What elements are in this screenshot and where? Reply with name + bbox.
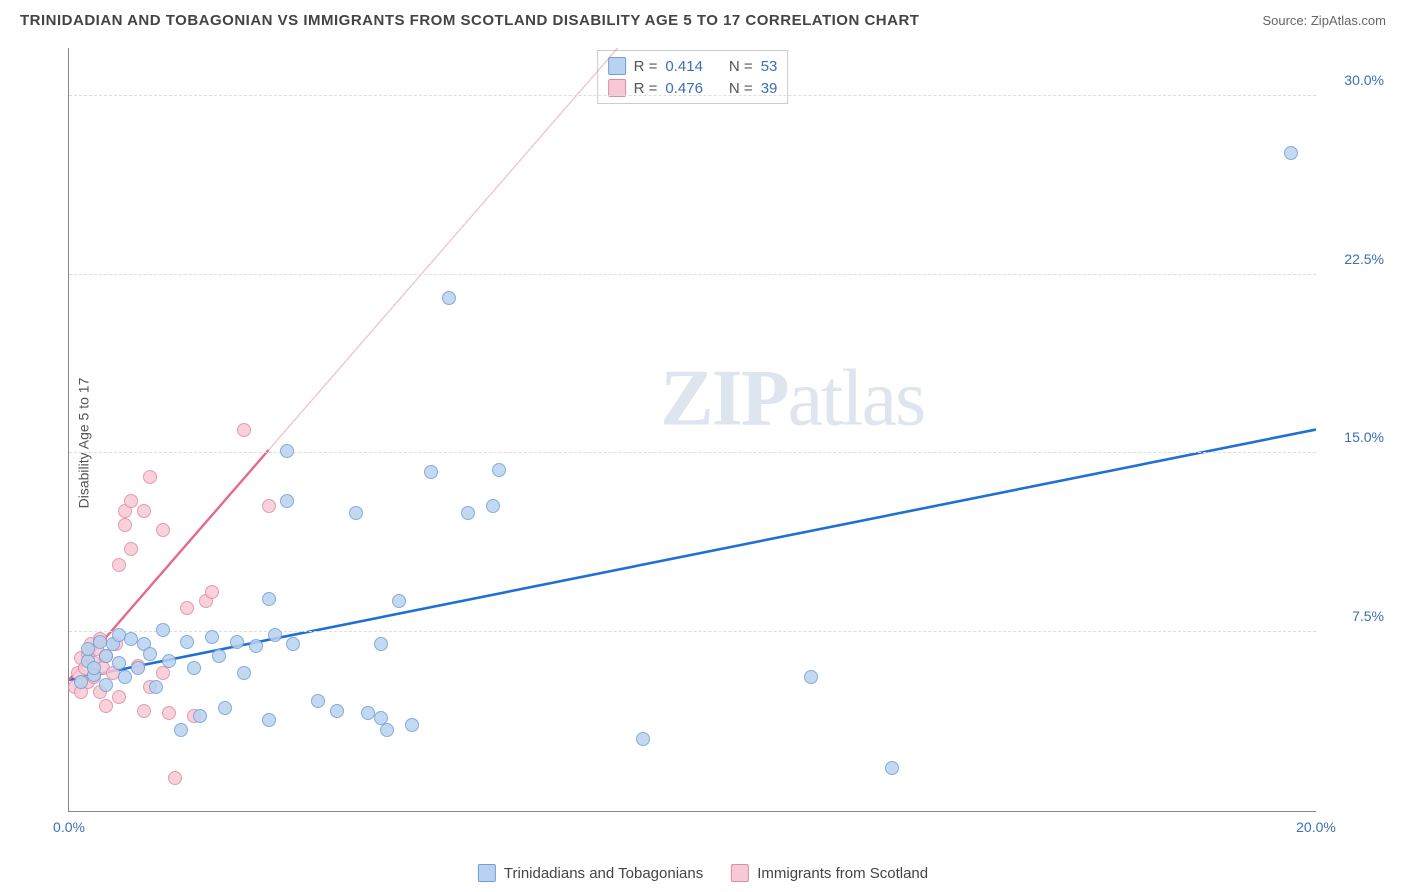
- swatch-series-1: [478, 864, 496, 882]
- scatter-point: [262, 713, 276, 727]
- scatter-point: [149, 680, 163, 694]
- scatter-point: [212, 649, 226, 663]
- scatter-point: [118, 518, 132, 532]
- scatter-point: [205, 585, 219, 599]
- scatter-point: [405, 718, 419, 732]
- scatter-point: [218, 701, 232, 715]
- x-tick-label: 0.0%: [53, 819, 85, 835]
- scatter-point: [168, 771, 182, 785]
- swatch-series-1: [608, 57, 626, 75]
- series-legend: Trinidadians and Tobagonians Immigrants …: [478, 864, 928, 882]
- y-tick-label: 15.0%: [1324, 429, 1384, 445]
- scatter-point: [187, 661, 201, 675]
- scatter-point: [392, 594, 406, 608]
- scatter-point: [131, 661, 145, 675]
- watermark: ZIPatlas: [660, 353, 924, 444]
- scatter-point: [237, 666, 251, 680]
- gridline: [69, 274, 1316, 275]
- scatter-point: [112, 558, 126, 572]
- r-label: R =: [634, 58, 658, 75]
- correlation-row-1: R = 0.414 N = 53: [608, 55, 778, 77]
- swatch-series-2: [731, 864, 749, 882]
- scatter-point: [374, 637, 388, 651]
- scatter-point: [280, 444, 294, 458]
- scatter-point: [268, 628, 282, 642]
- scatter-point: [180, 601, 194, 615]
- scatter-point: [442, 291, 456, 305]
- scatter-point: [156, 666, 170, 680]
- scatter-point: [492, 463, 506, 477]
- scatter-point: [137, 504, 151, 518]
- trendlines-svg: [69, 48, 1316, 811]
- scatter-point: [99, 699, 113, 713]
- legend-item-1: Trinidadians and Tobagonians: [478, 864, 703, 882]
- gridline: [69, 631, 1316, 632]
- scatter-point: [124, 542, 138, 556]
- watermark-zip: ZIP: [660, 354, 787, 442]
- source-prefix: Source:: [1262, 13, 1310, 28]
- n-label: N =: [729, 58, 753, 75]
- scatter-point: [205, 630, 219, 644]
- scatter-point: [230, 635, 244, 649]
- scatter-point: [174, 723, 188, 737]
- scatter-point: [804, 670, 818, 684]
- scatter-point: [193, 709, 207, 723]
- legend-label-2: Immigrants from Scotland: [757, 865, 928, 882]
- scatter-point: [112, 690, 126, 704]
- r-value-1: 0.414: [665, 58, 703, 75]
- scatter-point: [112, 656, 126, 670]
- scatter-point: [143, 647, 157, 661]
- scatter-point: [137, 704, 151, 718]
- scatter-point: [349, 506, 363, 520]
- source-attribution: Source: ZipAtlas.com: [1262, 13, 1386, 28]
- scatter-point: [885, 761, 899, 775]
- scatter-point: [461, 506, 475, 520]
- scatter-point: [1284, 146, 1298, 160]
- scatter-point: [286, 637, 300, 651]
- chart-wrapper: Disability Age 5 to 17 ZIPatlas R = 0.41…: [20, 44, 1386, 842]
- scatter-point: [249, 639, 263, 653]
- correlation-row-2: R = 0.476 N = 39: [608, 77, 778, 99]
- scatter-point: [156, 523, 170, 537]
- n-value-1: 53: [761, 58, 778, 75]
- watermark-atlas: atlas: [788, 354, 925, 442]
- y-tick-label: 30.0%: [1324, 72, 1384, 88]
- scatter-point: [143, 470, 157, 484]
- scatter-point: [262, 499, 276, 513]
- correlation-legend: R = 0.414 N = 53 R = 0.476 N = 39: [597, 50, 789, 104]
- legend-label-1: Trinidadians and Tobagonians: [504, 865, 703, 882]
- x-tick-label: 20.0%: [1296, 819, 1336, 835]
- scatter-point: [118, 670, 132, 684]
- scatter-point: [280, 494, 294, 508]
- scatter-point: [424, 465, 438, 479]
- scatter-point: [124, 494, 138, 508]
- scatter-point: [262, 592, 276, 606]
- scatter-point: [330, 704, 344, 718]
- legend-item-2: Immigrants from Scotland: [731, 864, 928, 882]
- scatter-point: [237, 423, 251, 437]
- scatter-point: [486, 499, 500, 513]
- scatter-point: [162, 706, 176, 720]
- scatter-point: [162, 654, 176, 668]
- scatter-point: [99, 678, 113, 692]
- y-tick-label: 22.5%: [1324, 251, 1384, 267]
- plot-area: ZIPatlas R = 0.414 N = 53 R = 0.476 N = …: [68, 48, 1316, 812]
- gridline: [69, 95, 1316, 96]
- scatter-point: [156, 623, 170, 637]
- gridline: [69, 452, 1316, 453]
- scatter-point: [87, 661, 101, 675]
- scatter-point: [636, 732, 650, 746]
- scatter-point: [380, 723, 394, 737]
- y-tick-label: 7.5%: [1324, 608, 1384, 624]
- scatter-point: [311, 694, 325, 708]
- scatter-point: [180, 635, 194, 649]
- source-name: ZipAtlas.com: [1311, 13, 1386, 28]
- chart-title: TRINIDADIAN AND TOBAGONIAN VS IMMIGRANTS…: [20, 12, 919, 29]
